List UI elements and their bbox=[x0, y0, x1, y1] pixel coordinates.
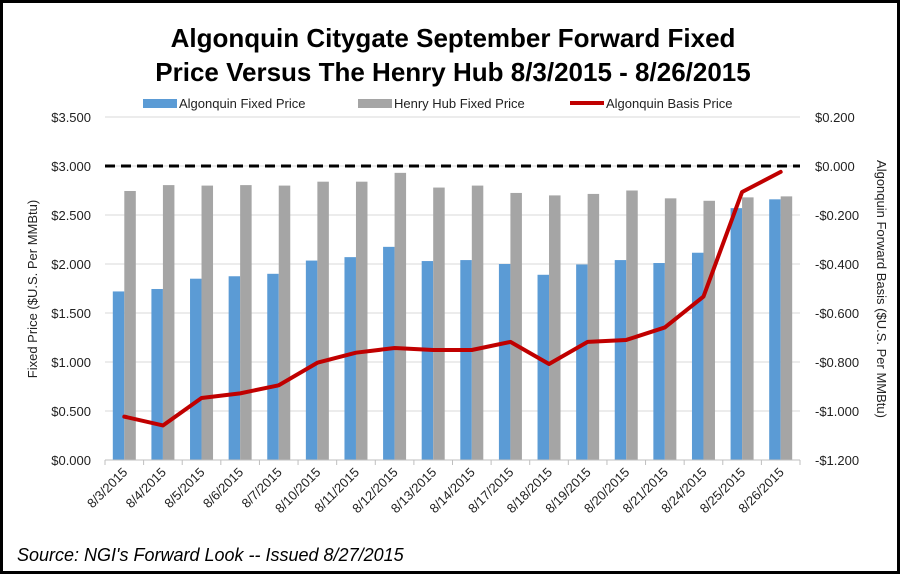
y-tick-label: $3.000 bbox=[51, 159, 91, 174]
x-tick-label: 8/4/2015 bbox=[123, 465, 169, 511]
bar-henry-hub-fixed-price bbox=[549, 195, 561, 460]
line-algonquin-basis-price bbox=[122, 169, 783, 428]
y-tick-label: $1.000 bbox=[51, 355, 91, 370]
y-tick-label: $2.000 bbox=[51, 257, 91, 272]
y2-tick-label: -$0.200 bbox=[815, 208, 859, 223]
chart-title-line-1: Algonquin Citygate September Forward Fix… bbox=[171, 23, 736, 53]
bar-algonquin-fixed-price bbox=[576, 264, 588, 460]
bar-henry-hub-fixed-price bbox=[355, 181, 368, 460]
legend-swatch bbox=[143, 99, 177, 108]
y2-axis-label: Algonquin Forward Basis ($U.S. Per MMBtu… bbox=[874, 160, 889, 418]
legend-label: Algonquin Basis Price bbox=[606, 96, 732, 111]
bar-algonquin-fixed-price bbox=[691, 252, 704, 460]
bar-algonquin-fixed-price bbox=[730, 208, 743, 460]
bar-algonquin-fixed-price bbox=[383, 246, 395, 460]
x-tick-label: 8/5/2015 bbox=[161, 465, 207, 511]
legend-label: Algonquin Fixed Price bbox=[179, 96, 305, 111]
bar-henry-hub-fixed-price bbox=[162, 185, 175, 461]
bar-algonquin-fixed-price bbox=[460, 260, 472, 460]
y-tick-label: $2.500 bbox=[51, 208, 91, 223]
chart: Algonquin Citygate September Forward Fix… bbox=[17, 23, 889, 565]
legend-label: Henry Hub Fixed Price bbox=[394, 96, 525, 111]
bar-henry-hub-fixed-price bbox=[587, 193, 600, 460]
source-note: Source: NGI's Forward Look -- Issued 8/2… bbox=[17, 545, 405, 565]
bar-henry-hub-fixed-price bbox=[780, 196, 793, 460]
bar-algonquin-fixed-price bbox=[537, 274, 550, 460]
bar-algonquin-fixed-price bbox=[344, 257, 356, 460]
bar-algonquin-fixed-price bbox=[614, 260, 627, 460]
bar-henry-hub-fixed-price bbox=[278, 185, 291, 460]
y2-tick-label: $0.000 bbox=[815, 159, 855, 174]
y2-tick-label: $0.200 bbox=[815, 110, 855, 125]
bar-algonquin-fixed-price bbox=[267, 273, 279, 460]
bar-algonquin-fixed-price bbox=[112, 291, 125, 460]
legend-swatch bbox=[358, 99, 392, 108]
bar-henry-hub-fixed-price bbox=[742, 197, 754, 461]
y2-tick-label: -$0.600 bbox=[815, 306, 859, 321]
y-axis-label: Fixed Price ($U.S. Per MMBtu) bbox=[25, 200, 40, 378]
bar-henry-hub-fixed-price bbox=[664, 198, 677, 460]
y2-tick-label: -$0.400 bbox=[815, 257, 859, 272]
bar-algonquin-fixed-price bbox=[421, 261, 434, 460]
y2-tick-label: -$0.800 bbox=[815, 355, 859, 370]
bar-henry-hub-fixed-price bbox=[317, 181, 329, 460]
bar-algonquin-fixed-price bbox=[190, 278, 202, 460]
bar-henry-hub-fixed-price bbox=[394, 172, 407, 461]
y2-tick-label: -$1.000 bbox=[815, 404, 859, 419]
y-tick-label: $0.000 bbox=[51, 453, 91, 468]
bar-algonquin-fixed-price bbox=[305, 260, 318, 460]
bar-henry-hub-fixed-price bbox=[240, 185, 252, 461]
bar-algonquin-fixed-price bbox=[151, 288, 163, 460]
bar-algonquin-fixed-price bbox=[653, 263, 665, 460]
x-tick-label: 8/6/2015 bbox=[200, 465, 246, 511]
bar-henry-hub-fixed-price bbox=[471, 185, 484, 460]
bar-henry-hub-fixed-price bbox=[201, 185, 214, 460]
y2-tick-label: -$1.200 bbox=[815, 453, 859, 468]
bar-algonquin-fixed-price bbox=[769, 199, 781, 460]
chart-title-line-2: Price Versus The Henry Hub 8/3/2015 - 8/… bbox=[155, 57, 750, 87]
bar-henry-hub-fixed-price bbox=[433, 187, 445, 460]
x-tick-label: 8/3/2015 bbox=[84, 465, 130, 511]
bar-henry-hub-fixed-price bbox=[703, 200, 715, 461]
y-tick-label: $1.500 bbox=[51, 306, 91, 321]
y-tick-label: $0.500 bbox=[51, 404, 91, 419]
bar-henry-hub-fixed-price bbox=[510, 192, 522, 460]
bar-algonquin-fixed-price bbox=[228, 276, 241, 460]
bar-henry-hub-fixed-price bbox=[124, 190, 136, 461]
bar-henry-hub-fixed-price bbox=[626, 190, 638, 460]
y-tick-label: $3.500 bbox=[51, 110, 91, 125]
bar-algonquin-fixed-price bbox=[498, 264, 511, 460]
